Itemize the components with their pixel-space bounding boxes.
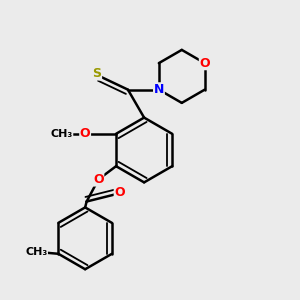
Text: N: N <box>154 83 164 96</box>
Text: O: O <box>80 127 91 140</box>
Text: S: S <box>92 67 101 80</box>
Text: O: O <box>93 173 104 186</box>
Text: N: N <box>154 83 164 96</box>
Text: O: O <box>200 57 210 70</box>
Text: CH₃: CH₃ <box>50 129 73 139</box>
Text: CH₃: CH₃ <box>25 247 47 257</box>
Text: O: O <box>114 186 125 199</box>
